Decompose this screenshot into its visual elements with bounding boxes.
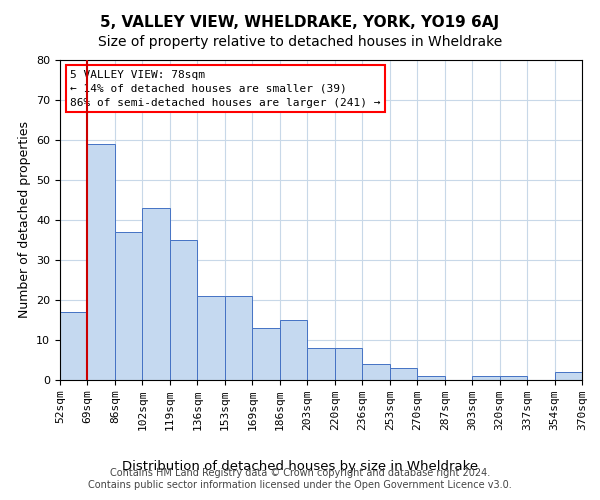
Bar — [88, 144, 115, 380]
Text: 5 VALLEY VIEW: 78sqm
← 14% of detached houses are smaller (39)
86% of semi-detac: 5 VALLEY VIEW: 78sqm ← 14% of detached h… — [70, 70, 381, 108]
Text: Size of property relative to detached houses in Wheldrake: Size of property relative to detached ho… — [98, 35, 502, 49]
Bar — [472, 376, 500, 380]
Bar — [280, 320, 307, 380]
Bar — [142, 208, 170, 380]
Bar — [500, 376, 527, 380]
Bar — [253, 328, 280, 380]
Bar — [197, 296, 225, 380]
Bar — [225, 296, 253, 380]
Text: Contains HM Land Registry data © Crown copyright and database right 2024.
Contai: Contains HM Land Registry data © Crown c… — [88, 468, 512, 490]
Y-axis label: Number of detached properties: Number of detached properties — [17, 122, 31, 318]
Bar — [362, 364, 389, 380]
Bar — [115, 232, 142, 380]
Bar — [60, 312, 88, 380]
Bar — [170, 240, 197, 380]
Bar — [554, 372, 582, 380]
Bar — [307, 348, 335, 380]
Text: 5, VALLEY VIEW, WHELDRAKE, YORK, YO19 6AJ: 5, VALLEY VIEW, WHELDRAKE, YORK, YO19 6A… — [100, 15, 500, 30]
Text: Distribution of detached houses by size in Wheldrake: Distribution of detached houses by size … — [122, 460, 478, 473]
Bar — [417, 376, 445, 380]
Bar — [389, 368, 417, 380]
Bar — [335, 348, 362, 380]
